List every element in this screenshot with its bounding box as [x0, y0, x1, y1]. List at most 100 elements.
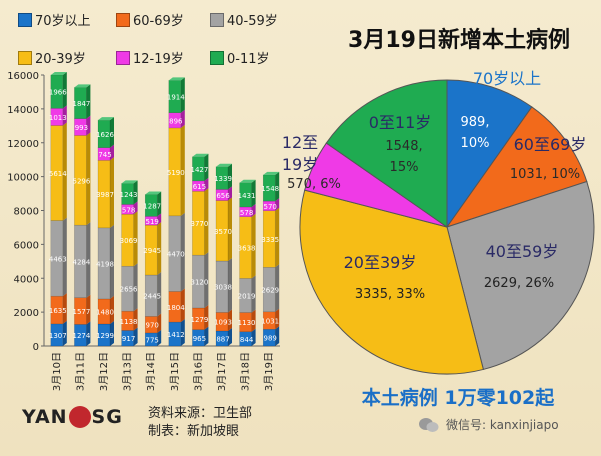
y-tick-label: 14000 [7, 105, 39, 116]
x-tick-label: 3月17日 [216, 352, 228, 391]
x-tick-label: 3月16日 [192, 352, 204, 391]
bar-segment-side [133, 201, 138, 215]
legend-label: 40-59岁 [227, 14, 278, 29]
bar-segment-side [157, 213, 162, 226]
bar-value-label: 989 [264, 335, 277, 343]
legend-item-20-39: 20-39岁 [18, 48, 86, 67]
bar-top-face [145, 191, 162, 195]
y-tick-label: 4000 [14, 274, 39, 285]
bar-segment-side [86, 321, 91, 346]
bar-segment-side [133, 308, 138, 331]
bar-segment-side [110, 144, 114, 161]
bar-segment-side [133, 263, 138, 312]
bar-segment-side [62, 105, 67, 126]
y-tick-label: 2000 [14, 308, 39, 319]
bar-value-label: 965 [193, 335, 206, 343]
bar-value-label: 1480 [96, 308, 114, 316]
x-tick-label: 3月12日 [98, 352, 110, 391]
bar-value-label: 656 [216, 192, 230, 200]
bar-value-label: 1431 [238, 192, 256, 200]
bar-top-face [168, 77, 185, 81]
bar-segment-side [62, 122, 67, 221]
x-tick-label: 3月18日 [240, 352, 252, 391]
legend-item-0-11: 0-11岁 [210, 48, 270, 67]
bar-value-label: 1299 [96, 332, 114, 340]
summary-total: 本土病例 1万零102起 [361, 387, 555, 409]
bar-value-label: 1804 [167, 304, 185, 312]
bar-segment-side [62, 72, 67, 109]
bar-segment-side [180, 77, 185, 113]
legend-label: 70岁以上 [35, 14, 91, 29]
x-tick-label: 3月19日 [263, 352, 275, 391]
bar-value-label: 615 [193, 183, 206, 191]
x-tick-label: 3月14日 [145, 352, 157, 391]
y-tick-label: 16000 [7, 71, 39, 82]
bar-segment-side [157, 191, 162, 217]
bar-value-label: 896 [169, 117, 183, 125]
x-tick-label: 3月13日 [122, 352, 134, 391]
pie-slice-name-label: 19岁 [282, 155, 318, 174]
bar-value-label: 5296 [72, 177, 90, 185]
pie-slice [445, 106, 588, 228]
legend-swatch [116, 50, 130, 65]
bar-segment [215, 200, 229, 262]
bar-segment-side [133, 327, 138, 346]
made-by-line: 制表：新加坡眼 [148, 424, 240, 439]
bar-segment [144, 316, 158, 334]
bar-top-face [263, 171, 280, 175]
bar-segment [97, 147, 111, 161]
pie-slice-value-label: 10% [461, 136, 490, 151]
bar-top-face [192, 153, 209, 157]
legend-label: 60-69岁 [133, 14, 184, 29]
bar-segment-side [204, 153, 209, 181]
bar-segment-side [251, 213, 256, 279]
wechat-watermark: 微信号: kanxinjiapo [418, 416, 559, 433]
bar-segment [97, 298, 111, 325]
bar-segment-side [275, 171, 280, 202]
legend-item-12-19: 12-19岁 [116, 48, 184, 67]
bar-value-label: 1138 [120, 318, 138, 326]
bar-value-label: 1548 [261, 185, 279, 193]
bar-value-label: 2656 [120, 286, 138, 294]
bar-top-face [74, 84, 91, 88]
bar-value-label: 1847 [72, 100, 90, 108]
bar-value-label: 1635 [49, 307, 67, 315]
source-note: 资料来源：卫生部 制表：新加坡眼 [148, 405, 252, 441]
bar-value-label: 3038 [214, 284, 232, 292]
bar-value-label: 844 [240, 336, 254, 344]
bar-segment-side [157, 272, 162, 317]
bar-value-label: 1013 [49, 114, 67, 122]
legend-item-60-69: 60-69岁 [116, 10, 184, 29]
legend-swatch [18, 12, 32, 27]
legend-swatch [18, 50, 32, 65]
bar-value-label: 970 [146, 322, 159, 330]
bar-segment-side [86, 294, 91, 325]
bar-value-label: 3335 [261, 236, 279, 244]
y-tick-label: 0 [33, 342, 39, 353]
bar-value-label: 2945 [143, 247, 161, 255]
bar-top-face [239, 179, 256, 183]
bar-top-face [98, 117, 114, 121]
pie-slice [446, 79, 533, 229]
bar-value-label: 2019 [238, 292, 256, 300]
bar-value-label: 3120 [190, 279, 208, 287]
bar-segment-side [275, 326, 280, 346]
legend-swatch [210, 12, 224, 27]
bar-segment-side [86, 222, 91, 298]
bar-value-label: 1093 [214, 319, 232, 327]
bar-value-label: 4284 [72, 258, 90, 266]
legend-item-40-59: 40-59岁 [210, 10, 278, 29]
bar-top-face [50, 72, 67, 76]
bar-value-label: 4463 [49, 255, 67, 263]
bar-segment [121, 213, 134, 267]
bar-value-label: 1427 [190, 166, 208, 174]
bar-segment-side [157, 313, 162, 333]
bar-segment-side [180, 288, 185, 323]
bar-segment-side [251, 275, 256, 313]
bar-top-face [216, 163, 232, 167]
bar-segment-side [275, 264, 280, 312]
bar-value-label: 1031 [261, 318, 279, 326]
pie-slice-name-label: 12至 [282, 133, 318, 152]
pie-slice [325, 79, 448, 228]
